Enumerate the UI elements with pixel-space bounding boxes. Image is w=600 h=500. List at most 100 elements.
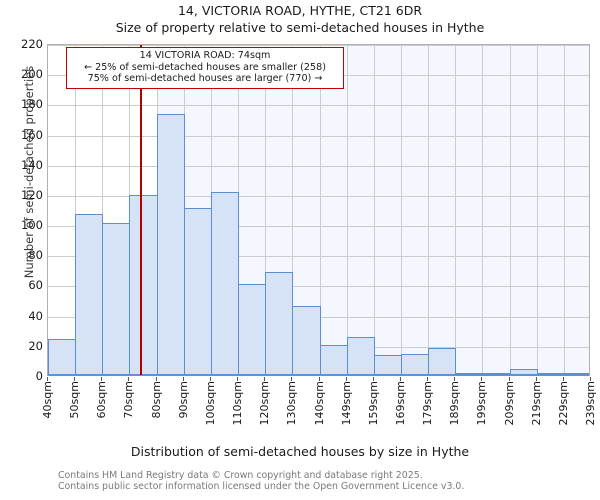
- y-axis-tick-label: 80: [28, 248, 43, 263]
- x-axis-tick-label: 179sqm: [421, 381, 435, 426]
- x-axis-tick-label: 130sqm: [285, 381, 299, 426]
- vertical-gridline: [564, 45, 565, 375]
- property-annotation-box: 14 VICTORIA ROAD: 74sqm ← 25% of semi-de…: [66, 47, 344, 89]
- horizontal-gridline: [48, 226, 589, 228]
- x-axis-tick-mark: [155, 377, 157, 381]
- vertical-gridline: [428, 45, 429, 375]
- y-axis-tick-label: 100: [21, 218, 43, 233]
- vertical-gridline: [374, 45, 375, 375]
- footer-attribution: Contains HM Land Registry data © Crown c…: [58, 470, 588, 493]
- x-axis-tick-label: 110sqm: [231, 381, 245, 426]
- x-axis-tick-mark: [535, 377, 537, 381]
- vertical-gridline: [537, 45, 538, 375]
- annotation-smaller-stat: ← 25% of semi-detached houses are smalle…: [84, 61, 326, 73]
- x-axis-tick-label: 120sqm: [258, 381, 272, 426]
- vertical-gridline: [75, 45, 76, 375]
- chart-title-block: 14, VICTORIA ROAD, HYTHE, CT21 6DR Size …: [0, 2, 600, 36]
- histogram-bar: [129, 195, 158, 375]
- annotation-larger-stat: 75% of semi-detached houses are larger (…: [87, 73, 323, 85]
- x-axis-tick-mark: [590, 377, 591, 381]
- plot-area: [47, 44, 590, 376]
- property-size-marker-line: [140, 45, 142, 375]
- x-axis-tick-label: 209sqm: [502, 381, 516, 426]
- histogram-bar: [320, 344, 348, 375]
- horizontal-gridline: [48, 286, 589, 288]
- histogram-bar: [374, 355, 402, 375]
- y-axis-tick-label: 140: [21, 157, 43, 172]
- footer-line-1: Contains HM Land Registry data © Crown c…: [58, 470, 423, 481]
- x-axis-tick-mark: [481, 377, 483, 381]
- vertical-gridline: [510, 45, 511, 375]
- x-axis-tick-label: 70sqm: [122, 381, 136, 419]
- x-axis-tick-label: 199sqm: [475, 381, 489, 426]
- x-axis-tick-label: 159sqm: [366, 381, 380, 426]
- histogram-bar: [184, 207, 212, 375]
- vertical-gridline: [455, 45, 456, 375]
- vertical-gridline: [320, 45, 321, 375]
- x-axis-tick-label: 100sqm: [203, 381, 217, 426]
- x-axis-tick-labels: 40sqm 50sqm 60sqm 70sqm 80sqm 90sqm 100sqm 110s…: [41, 381, 597, 439]
- x-axis-tick-mark: [47, 377, 48, 381]
- horizontal-gridline: [48, 135, 589, 137]
- histogram-bar: [75, 213, 103, 375]
- histogram-bar: [564, 373, 589, 375]
- vertical-gridline: [401, 45, 402, 375]
- histogram-bar: [455, 373, 483, 375]
- histogram-bar: [157, 113, 185, 375]
- y-axis-tick-labels: 0 20 40 60 80 100 120 140 160 180 200 220: [0, 37, 43, 383]
- y-axis-tick-label: 180: [21, 97, 43, 112]
- x-axis-tick-mark: [237, 377, 239, 381]
- x-axis-tick-mark: [399, 377, 401, 381]
- y-axis-tick-label: 220: [21, 37, 43, 51]
- histogram-bar: [347, 337, 375, 375]
- horizontal-gridline: [48, 105, 589, 107]
- x-axis-tick-mark: [74, 377, 76, 381]
- vertical-gridline: [102, 45, 103, 375]
- x-axis-tick-mark: [562, 377, 564, 381]
- histogram-bar: [238, 284, 266, 375]
- x-axis-tick-mark: [427, 377, 429, 381]
- x-axis-tick-mark: [182, 377, 184, 381]
- x-axis-tick-mark: [318, 377, 320, 381]
- x-axis-tick-mark: [454, 377, 456, 381]
- x-axis-tick-label: 80sqm: [149, 381, 163, 419]
- y-axis-tick-label: 120: [21, 187, 43, 202]
- x-axis-title: Distribution of semi-detached houses by …: [130, 444, 470, 459]
- x-axis-tick-label: 140sqm: [312, 381, 326, 426]
- x-axis-tick-label: 219sqm: [529, 381, 543, 426]
- histogram-bar: [482, 373, 511, 375]
- histogram-bar: [265, 272, 293, 375]
- x-axis-tick-label: 60sqm: [95, 381, 109, 419]
- x-axis-tick-label: 149sqm: [339, 381, 353, 426]
- x-axis-tick-label: 40sqm: [41, 381, 54, 419]
- y-axis-tick-label: 20: [28, 338, 43, 353]
- histogram-bar: [102, 222, 130, 375]
- y-axis-tick-label: 160: [21, 127, 43, 142]
- horizontal-gridline: [48, 195, 589, 197]
- horizontal-gridline: [48, 256, 589, 258]
- x-axis-tick-mark: [128, 377, 130, 381]
- vertical-gridline: [347, 45, 348, 375]
- x-axis-tick-mark: [101, 377, 103, 381]
- histogram-bar: [510, 368, 538, 375]
- histogram-bar: [537, 373, 565, 375]
- x-axis-tick-mark: [372, 377, 374, 381]
- x-axis-tick-label: 50sqm: [68, 381, 82, 419]
- x-axis-tick-mark: [345, 377, 347, 381]
- x-axis-tick-label: 229sqm: [556, 381, 570, 426]
- horizontal-gridline: [48, 165, 589, 167]
- vertical-gridline: [265, 45, 266, 375]
- x-axis-tick-label: 239sqm: [584, 381, 597, 426]
- x-axis-tick-mark: [209, 377, 211, 381]
- annotation-property-size: 14 VICTORIA ROAD: 74sqm: [139, 50, 271, 61]
- histogram-bar: [401, 353, 429, 375]
- histogram-bar: [292, 305, 321, 375]
- x-axis-tick-label: 169sqm: [393, 381, 407, 426]
- histogram-bar: [428, 347, 456, 375]
- y-axis-tick-label: 200: [21, 67, 43, 82]
- footer-line-2: Contains public sector information licen…: [58, 481, 465, 493]
- x-axis-tick-mark: [508, 377, 510, 381]
- y-axis-tick-label: 60: [28, 278, 43, 293]
- vertical-gridline: [482, 45, 483, 375]
